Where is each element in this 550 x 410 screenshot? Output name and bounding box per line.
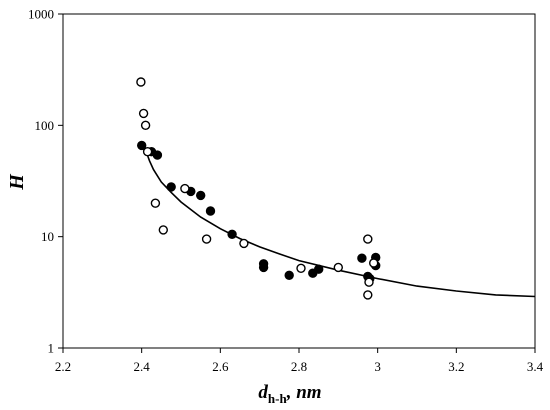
open-data-point (140, 120, 151, 131)
x-tick-label: 2.4 (134, 359, 151, 374)
open-data-point (180, 183, 190, 194)
x-tick-label: 2.2 (55, 359, 71, 374)
plot-area (62, 13, 536, 349)
open-data-point (239, 238, 249, 249)
open-data-point (142, 146, 153, 157)
filled-data-point (227, 229, 237, 240)
fit-curve (144, 149, 536, 298)
filled-data-point (136, 140, 147, 151)
y-axis-ticks: 1 10 100 1000 (28, 7, 63, 356)
x-tick-label: 3.4 (527, 359, 544, 374)
open-data-point (369, 258, 379, 268)
filled-data-point (205, 206, 216, 216)
filled-data-point (166, 182, 176, 192)
filled-data-point (314, 264, 324, 274)
open-data-point (136, 77, 146, 87)
x-tick-label: 2.8 (291, 359, 307, 374)
filled-data-point (357, 253, 367, 263)
data-points-layer (136, 77, 381, 300)
x-axis-title: dh-h, nm (258, 382, 321, 406)
y-axis-title: H (6, 173, 28, 191)
open-data-point (363, 290, 373, 300)
filled-data-point (258, 262, 269, 273)
x-tick-label: 3 (374, 359, 381, 374)
plot-frame (62, 13, 536, 349)
y-tick-label: 100 (35, 118, 55, 133)
filled-data-point (284, 270, 294, 280)
open-data-point (150, 198, 161, 208)
open-data-point (158, 225, 169, 235)
open-data-point (201, 234, 212, 244)
filled-data-point (195, 190, 206, 201)
y-tick-label: 1 (48, 341, 55, 356)
open-data-point (333, 262, 343, 273)
y-tick-label: 10 (41, 229, 54, 244)
open-data-point (296, 263, 306, 273)
open-data-point (364, 277, 374, 287)
open-data-point (138, 108, 149, 119)
x-tick-label: 3.2 (448, 359, 464, 374)
fit-curve-layer (144, 149, 536, 298)
open-data-point (363, 234, 373, 244)
filled-data-point (152, 150, 163, 160)
x-tick-label: 2.6 (212, 359, 229, 374)
y-tick-label: 1000 (28, 7, 54, 22)
x-axis-ticks: 2.2 2.4 2.6 2.8 3 3.2 3.4 (55, 348, 544, 374)
